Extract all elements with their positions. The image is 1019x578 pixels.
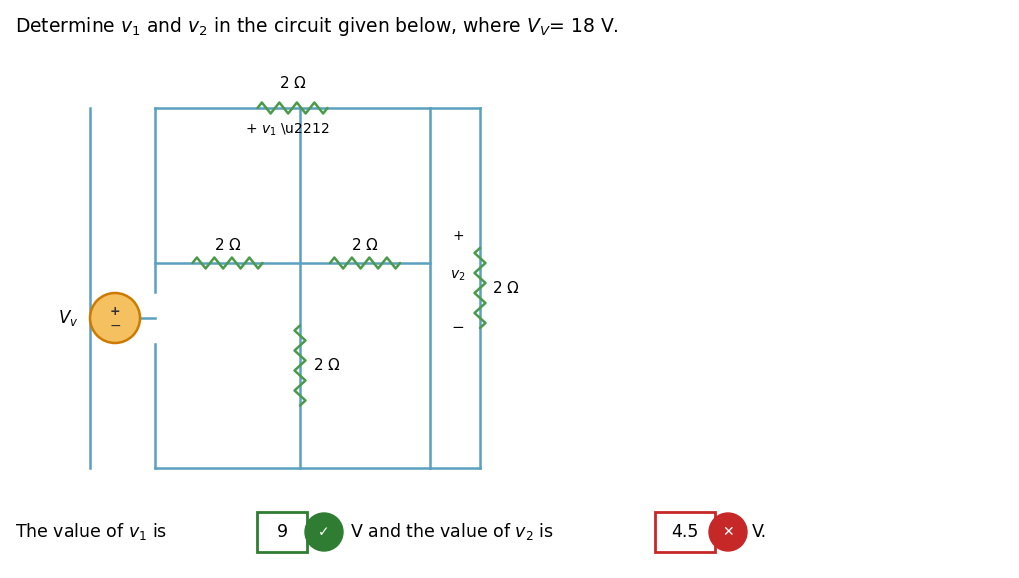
- Text: 2 $\Omega$: 2 $\Omega$: [313, 358, 340, 373]
- FancyBboxPatch shape: [654, 512, 714, 552]
- Text: 9: 9: [276, 523, 287, 541]
- Text: 2 $\Omega$: 2 $\Omega$: [491, 280, 519, 296]
- Text: 2 $\Omega$: 2 $\Omega$: [278, 75, 306, 91]
- Text: +: +: [110, 305, 120, 317]
- Text: $V_v$: $V_v$: [57, 308, 77, 328]
- Text: + $\mathit{v}_1$ \u2212: + $\mathit{v}_1$ \u2212: [245, 122, 329, 138]
- Text: −: −: [451, 320, 464, 335]
- Circle shape: [708, 513, 746, 551]
- Text: 2 $\Omega$: 2 $\Omega$: [213, 237, 242, 253]
- Text: 4.5: 4.5: [671, 523, 698, 541]
- Circle shape: [90, 293, 140, 343]
- Text: ✓: ✓: [318, 525, 329, 539]
- Text: +: +: [451, 229, 464, 243]
- Text: $\mathit{v}_2$: $\mathit{v}_2$: [449, 269, 466, 283]
- Text: The value of $\mathit{v}_1$ is: The value of $\mathit{v}_1$ is: [15, 521, 167, 543]
- Text: ✕: ✕: [721, 525, 733, 539]
- Text: Determine $\mathit{v}_1$ and $\mathit{v}_2$ in the circuit given below, where $V: Determine $\mathit{v}_1$ and $\mathit{v}…: [15, 15, 619, 38]
- FancyBboxPatch shape: [257, 512, 307, 552]
- Text: V.: V.: [751, 523, 766, 541]
- Text: V and the value of $\mathit{v}_2$ is: V and the value of $\mathit{v}_2$ is: [350, 521, 553, 543]
- Text: 2 $\Omega$: 2 $\Omega$: [351, 237, 378, 253]
- Circle shape: [305, 513, 342, 551]
- Text: −: −: [109, 319, 120, 333]
